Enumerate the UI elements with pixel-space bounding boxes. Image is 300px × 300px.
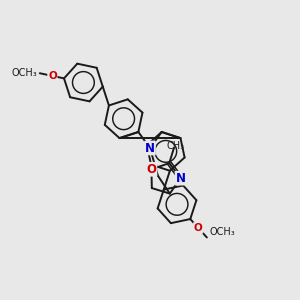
Text: O: O	[194, 223, 203, 233]
Text: N: N	[145, 142, 155, 154]
Text: N: N	[176, 172, 186, 185]
Text: OCH₃: OCH₃	[210, 227, 236, 238]
Text: O: O	[48, 71, 57, 81]
Text: OCH₃: OCH₃	[11, 68, 37, 78]
Text: O: O	[146, 163, 157, 176]
Text: CH₃: CH₃	[166, 141, 184, 151]
